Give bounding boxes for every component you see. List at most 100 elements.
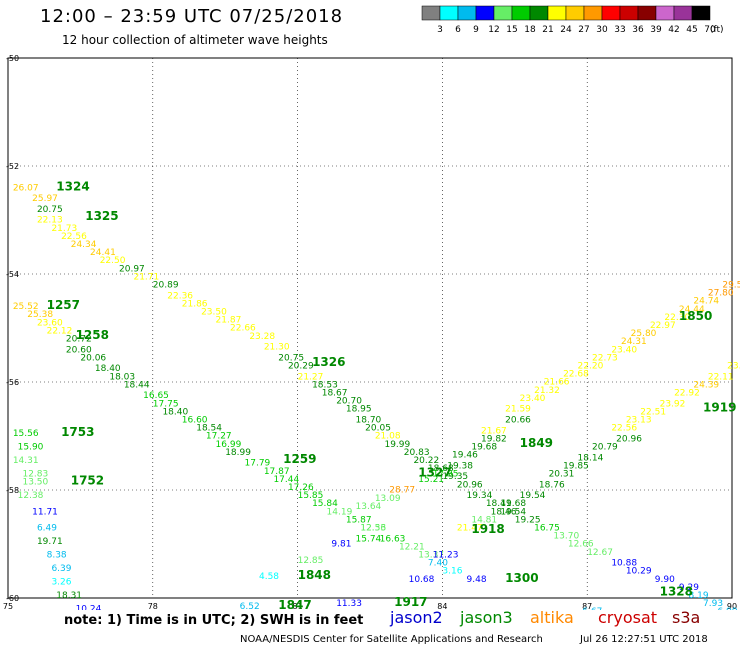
page-title: 12:00 – 23:59 UTC 07/25/2018 <box>40 6 344 27</box>
swh-point: 22.11 <box>708 372 734 382</box>
plot-frame <box>7 57 733 599</box>
swh-point: 19.68 <box>471 443 497 453</box>
swh-point: 9.90 <box>655 575 675 585</box>
pass-time-label: 1753 <box>61 425 94 439</box>
swh-point: 18.14 <box>578 453 604 463</box>
swh-point: 19.54 <box>500 507 526 517</box>
wave-height-chart: 75 78 81 84 87 90 -50 -52 -54 -56 -58 -60 26.0725.97… <box>3 54 740 610</box>
swh-point: 6.39 <box>51 564 71 574</box>
y-tick-label: -56 <box>6 378 19 387</box>
x-tick-label: 75 <box>3 602 13 610</box>
swh-point: 20.70 <box>336 397 362 407</box>
swh-point: 23.92 <box>660 399 686 409</box>
swh-point: 23.40 <box>611 345 637 355</box>
swh-point: 11.71 <box>32 507 58 517</box>
legend-cryosat: cryosat <box>598 608 658 627</box>
swh-point: 22.20 <box>578 362 604 372</box>
y-tick-label: -50 <box>6 54 19 63</box>
swh-point: 12.67 <box>587 548 613 558</box>
credit-line: NOAA/NESDIS Center for Satellite Applica… <box>240 634 543 645</box>
swh-point: 6.49 <box>37 524 57 534</box>
pass-time-label: 1259 <box>283 452 316 466</box>
swh-point: 18.31 <box>56 591 82 601</box>
swh-point: 18.54 <box>196 424 222 434</box>
colorbar-unit: (ft) <box>710 25 724 35</box>
x-tick-label: 87 <box>582 602 592 610</box>
swh-point: 23.40 <box>520 394 546 404</box>
swh-point: 20.06 <box>80 353 106 363</box>
swh-point: 13.50 <box>22 478 48 488</box>
colorbar-label: 21 <box>542 25 553 35</box>
pass-time-label: 1918 <box>471 522 504 536</box>
swh-point: 12.66 <box>568 540 594 550</box>
swh-point: 16.75 <box>534 524 560 534</box>
y-tick-label: -60 <box>6 594 19 603</box>
swh-point: 20.22 <box>413 456 439 466</box>
swh-point: 17.75 <box>153 399 179 409</box>
swh-point: 17.44 <box>273 475 299 485</box>
swh-point: 19.99 <box>384 440 410 450</box>
swh-point: 20.72 <box>66 335 92 345</box>
swh-point: 20.29 <box>288 362 314 372</box>
swh-point: 18.99 <box>225 448 251 458</box>
swh-point: 18.46 <box>491 507 517 517</box>
x-tick-label: 78 <box>148 602 158 610</box>
swh-point: 18.40 <box>162 407 188 417</box>
swh-point: 15.21 <box>418 475 444 485</box>
swh-point: 19.38 <box>447 461 473 471</box>
swh-point: 14.81 <box>471 515 497 525</box>
swh-point: 21.66 <box>544 378 570 388</box>
swh-point: 25.52 <box>13 302 39 312</box>
colorbar-swatch <box>691 5 711 21</box>
pass-time-label: 1300 <box>505 571 538 585</box>
x-tick-label: 84 <box>437 602 447 610</box>
swh-point: 19.25 <box>515 515 541 525</box>
swh-point: 29.56 <box>722 281 740 291</box>
swh-point: 15.87 <box>346 515 372 525</box>
swh-point: 26.07 <box>13 183 39 193</box>
colorbar-label: 30 <box>596 25 608 35</box>
swh-point: 21.73 <box>51 224 77 234</box>
colorbar-label: 39 <box>650 25 662 35</box>
swh-point: 21.86 <box>182 299 208 309</box>
swh-point: 25.38 <box>27 310 53 320</box>
swh-point: 20.96 <box>616 434 642 444</box>
pass-time-label: 1327 <box>418 466 451 480</box>
swh-point: 22.66 <box>230 324 256 334</box>
swh-point: 20.89 <box>153 281 179 291</box>
swh-point: 8.19 <box>689 591 709 601</box>
pass-time-label: 1328 <box>660 584 693 598</box>
swh-point: 19.82 <box>481 434 507 444</box>
swh-point: 19.54 <box>520 491 546 501</box>
x-tick-label: 90 <box>727 602 737 610</box>
swh-point: 20.83 <box>404 448 430 458</box>
swh-point: 12.21 <box>399 542 425 552</box>
swh-point: 22.92 <box>674 389 700 399</box>
swh-point: 17.95 <box>433 470 459 480</box>
y-tick-label: -58 <box>6 486 19 495</box>
swh-point: 18.70 <box>356 416 382 426</box>
swh-point: 20.66 <box>505 416 531 426</box>
pass-time-label: 1324 <box>56 179 89 193</box>
swh-point: 24.44 <box>679 305 705 315</box>
swh-point: 24.41 <box>90 248 116 258</box>
swh-point: 22.73 <box>592 353 618 363</box>
swh-point: 19.68 <box>500 499 526 509</box>
swh-point: 15.84 <box>312 499 338 509</box>
y-tick-label: -52 <box>6 162 19 171</box>
swh-point: 24.39 <box>693 380 719 390</box>
pass-time-label: 1258 <box>76 328 109 342</box>
swh-point: 15.56 <box>13 429 39 439</box>
swh-point: 19.46 <box>452 451 478 461</box>
colorbar-label: 3 <box>437 25 443 35</box>
legend-jason3: jason3 <box>460 608 513 627</box>
swh-point: 13.09 <box>375 494 401 504</box>
swh-point: 18.44 <box>124 380 150 390</box>
swh-point: 18.53 <box>312 380 338 390</box>
swh-point: 22.13 <box>37 216 63 226</box>
swh-point: 12.33 <box>360 524 386 534</box>
pass-time-label: 1257 <box>47 298 80 312</box>
y-tick-label: -54 <box>6 270 19 279</box>
colorbar-label: 6 <box>455 25 461 35</box>
